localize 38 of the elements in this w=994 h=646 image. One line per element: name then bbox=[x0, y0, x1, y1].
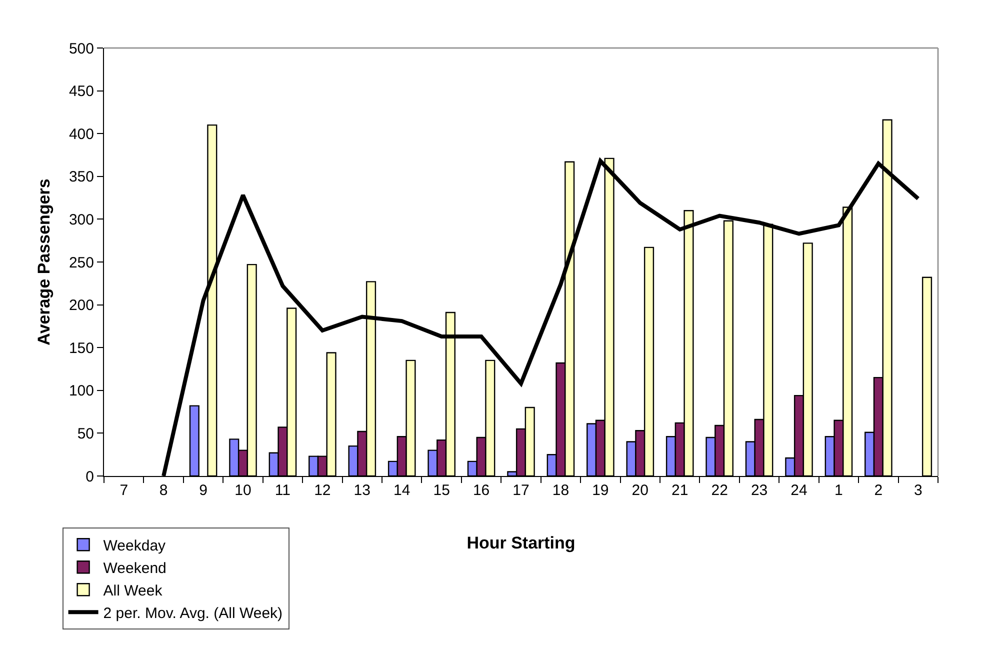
y-tick-label: 450 bbox=[68, 83, 94, 100]
legend-label: Weekend bbox=[103, 560, 166, 577]
x-tick-label: 22 bbox=[711, 482, 728, 499]
x-tick-label: 1 bbox=[834, 482, 843, 499]
x-tick-label: 16 bbox=[472, 482, 490, 499]
y-tick-label: 500 bbox=[68, 40, 94, 58]
x-axis-title: Hour Starting bbox=[466, 533, 576, 552]
x-tick-label: 9 bbox=[199, 482, 208, 499]
y-tick-label: 200 bbox=[68, 297, 94, 314]
legend-label: Weekday bbox=[103, 537, 166, 554]
x-tick-label: 14 bbox=[394, 482, 410, 499]
x-tick-label: 11 bbox=[274, 482, 290, 499]
y-tick-label: 300 bbox=[68, 211, 94, 228]
y-axis-title: Average Passengers bbox=[34, 178, 54, 346]
legend-label: All Week bbox=[103, 582, 163, 600]
y-tick-label: 100 bbox=[68, 382, 94, 400]
x-tick-label: 8 bbox=[159, 482, 168, 499]
x-tick-label: 2 bbox=[874, 482, 883, 499]
legend-label: 2 per. Mov. Avg. (All Week) bbox=[103, 604, 283, 622]
y-tick-label: 0 bbox=[86, 468, 94, 486]
x-tick-label: 21 bbox=[672, 482, 688, 499]
y-tick-label: 400 bbox=[68, 126, 94, 143]
y-tick-label: 150 bbox=[68, 340, 94, 357]
x-tick-label: 18 bbox=[552, 482, 570, 499]
y-tick-label: 250 bbox=[68, 254, 94, 272]
x-tick-label: 23 bbox=[750, 482, 768, 499]
x-tick-label: 10 bbox=[234, 482, 252, 499]
x-tick-label: 20 bbox=[632, 482, 648, 499]
y-tick-label: 50 bbox=[77, 425, 94, 442]
x-tick-label: 12 bbox=[314, 482, 331, 499]
x-tick-label: 7 bbox=[120, 482, 128, 499]
x-tick-label: 3 bbox=[914, 482, 922, 499]
x-tick-label: 24 bbox=[790, 482, 808, 499]
x-tick-label: 17 bbox=[512, 482, 530, 499]
x-tick-label: 19 bbox=[592, 482, 609, 499]
x-tick-label: 13 bbox=[354, 482, 370, 499]
x-tick-label: 15 bbox=[433, 482, 450, 499]
y-tick-label: 350 bbox=[68, 168, 94, 186]
